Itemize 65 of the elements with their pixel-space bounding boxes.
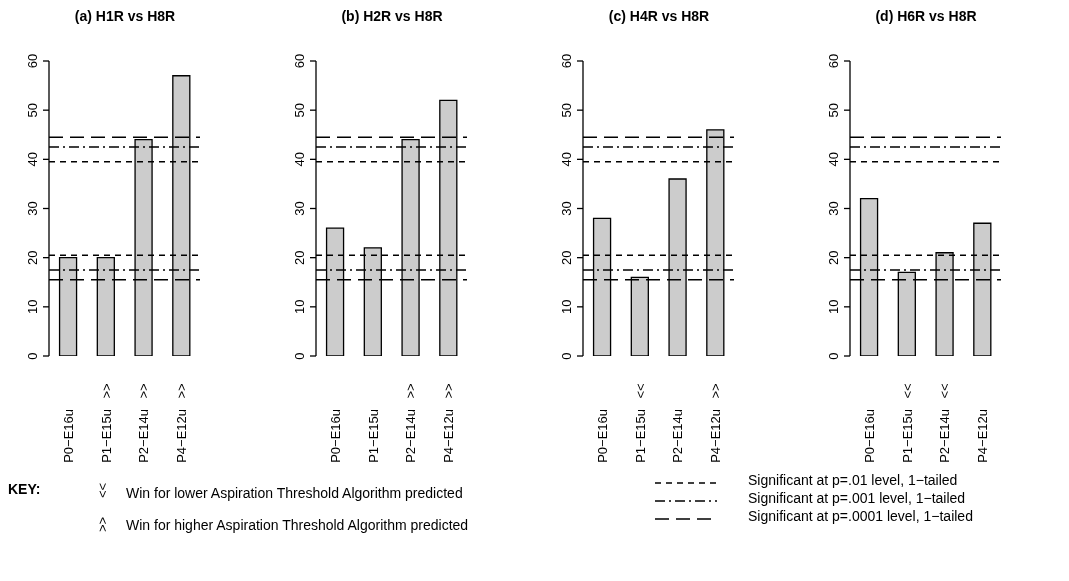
y-tick-label: 30 xyxy=(292,201,307,216)
x-tick-label: P0−E16u xyxy=(327,409,343,463)
y-tick-label: 20 xyxy=(826,250,841,265)
x-tick-label: P2−E14u xyxy=(937,409,953,463)
x-tick-label: P0−E16u xyxy=(60,409,76,463)
y-tick-label: 60 xyxy=(292,53,307,69)
y-tick-label: 40 xyxy=(826,152,841,167)
text: >> xyxy=(174,383,190,399)
y-tick-label: 0 xyxy=(559,352,574,360)
x-tick-label: P2−E14u xyxy=(403,409,419,463)
y-tick-label: 10 xyxy=(826,299,841,315)
y-tick-label: 0 xyxy=(25,352,40,360)
x-tick-label: P2−E14u xyxy=(136,409,152,463)
x-tick-label: P0−E16u xyxy=(594,409,610,463)
y-tick-label: 40 xyxy=(559,152,574,167)
text: << xyxy=(95,482,111,499)
y-tick-label: 10 xyxy=(25,299,40,315)
y-tick-label: 60 xyxy=(25,53,40,69)
x-tick-label: P4−E12u xyxy=(441,409,457,463)
text: Win for higher Aspiration Threshold Algorithm predicted xyxy=(126,517,469,533)
chart-title: (b) H2R vs H8R xyxy=(340,8,444,24)
text: >> xyxy=(98,383,114,399)
text: << xyxy=(632,383,648,399)
x-tick-label: P1−E15u xyxy=(98,409,114,463)
y-tick-label: 20 xyxy=(25,250,40,265)
text: KEY: xyxy=(8,481,41,497)
x-tick-label: P1−E15u xyxy=(632,409,648,463)
chart-title: (c) H4R vs H8R xyxy=(607,8,711,24)
text: << xyxy=(937,383,953,399)
y-tick-label: 30 xyxy=(826,201,841,216)
text: << xyxy=(899,383,915,399)
text: >> xyxy=(708,383,724,399)
y-tick-label: 0 xyxy=(292,352,307,360)
x-tick-label: P1−E15u xyxy=(899,409,915,463)
y-tick-label: 50 xyxy=(559,102,574,118)
y-tick-label: 60 xyxy=(559,53,574,69)
text: Win for lower Aspiration Threshold Algorithm predicted xyxy=(126,485,463,501)
y-tick-label: 40 xyxy=(25,152,40,167)
text: Significant at p=.0001 level, 1−tailed xyxy=(748,508,973,524)
y-tick-label: 50 xyxy=(25,102,40,118)
x-tick-label: P4−E12u xyxy=(975,409,991,463)
x-tick-label: P1−E15u xyxy=(365,409,381,463)
y-tick-label: 60 xyxy=(826,53,841,69)
y-tick-label: 50 xyxy=(292,102,307,118)
y-tick-label: 20 xyxy=(559,250,574,265)
y-tick-label: 30 xyxy=(559,201,574,216)
y-tick-label: 40 xyxy=(292,152,307,167)
text: Significant at p=.01 level, 1−tailed xyxy=(748,472,958,488)
y-tick-label: 10 xyxy=(292,299,307,315)
text: >> xyxy=(441,383,457,399)
chart-title: (a) H1R vs H8R xyxy=(73,8,177,24)
x-tick-label: P2−E14u xyxy=(670,409,686,463)
y-tick-label: 30 xyxy=(25,201,40,216)
chart-title: (d) H6R vs H8R xyxy=(874,8,978,24)
y-tick-label: 10 xyxy=(559,299,574,315)
text: >> xyxy=(136,383,152,399)
x-tick-label: P4−E12u xyxy=(174,409,190,463)
y-tick-label: 0 xyxy=(826,352,841,360)
y-tick-label: 50 xyxy=(826,102,841,118)
text: >> xyxy=(403,383,419,399)
x-tick-label: P0−E16u xyxy=(861,409,877,463)
x-tick-label: P4−E12u xyxy=(708,409,724,463)
text: Significant at p=.001 level, 1−tailed xyxy=(748,490,966,506)
text: >> xyxy=(95,516,111,533)
y-tick-label: 20 xyxy=(292,250,307,265)
